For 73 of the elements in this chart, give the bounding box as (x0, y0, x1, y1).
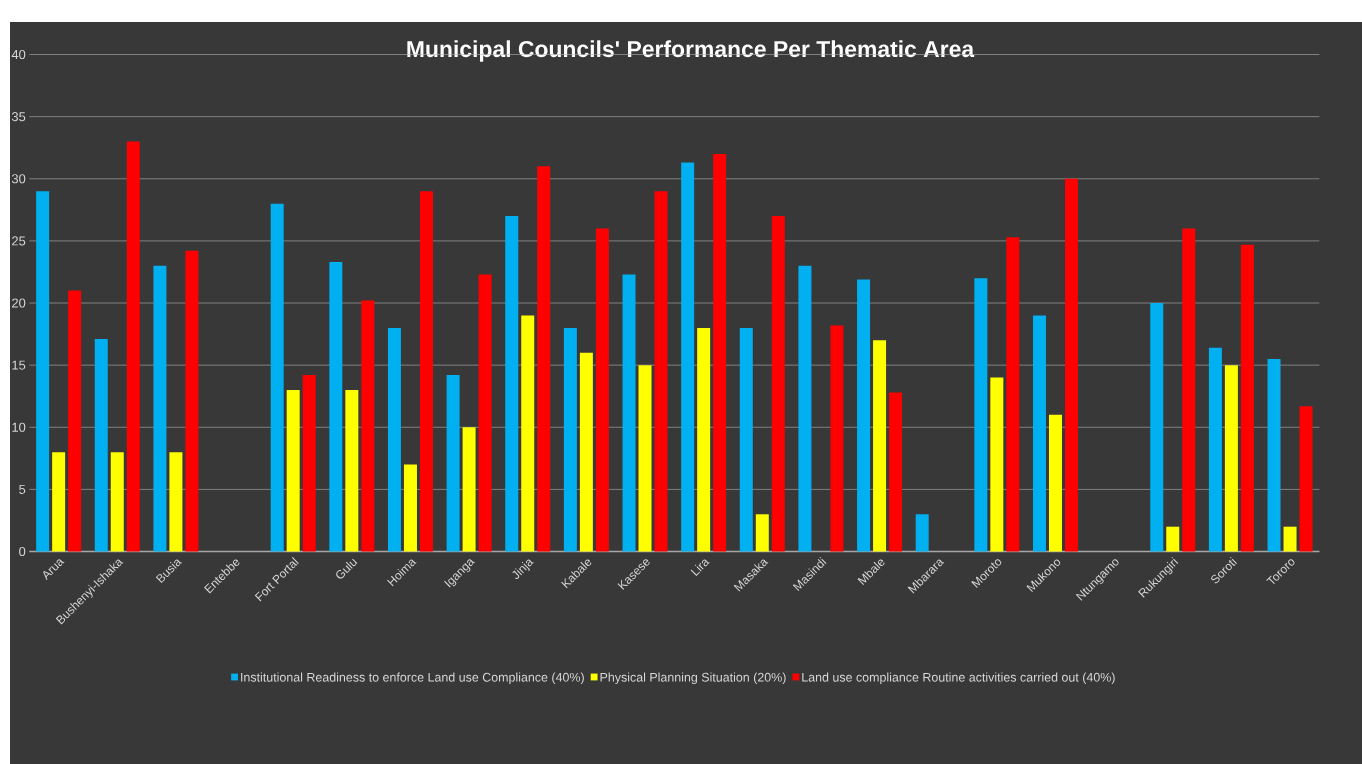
bar (361, 300, 375, 552)
y-tick-label: 5 (19, 484, 26, 494)
bar (537, 166, 551, 552)
y-tick-label: 10 (12, 422, 26, 432)
bar (1150, 303, 1164, 552)
bar (1299, 406, 1313, 552)
bar (755, 514, 769, 552)
bar (595, 228, 609, 552)
bar (1032, 315, 1046, 552)
bar (739, 327, 753, 552)
bar (990, 377, 1004, 552)
bar (286, 390, 300, 552)
bar (1166, 526, 1180, 552)
bar (579, 352, 593, 552)
bar (185, 250, 199, 552)
bar (462, 427, 476, 552)
x-tick-label: Lira (690, 559, 710, 577)
bar (126, 141, 140, 552)
bar (345, 390, 359, 552)
bar (1064, 178, 1078, 552)
bar (974, 278, 988, 552)
x-tick-label: Gulu (336, 558, 358, 579)
bar (1048, 414, 1062, 552)
bar (873, 340, 887, 552)
bar (1283, 526, 1297, 552)
bar (681, 162, 695, 552)
bar (52, 452, 66, 552)
bar (270, 203, 284, 552)
bar (1006, 237, 1020, 552)
bar (419, 191, 433, 552)
legend-label: Physical Planning Situation (20%) (600, 672, 786, 685)
bar (94, 339, 108, 552)
bar (638, 365, 652, 552)
bar (110, 452, 124, 552)
bar (403, 464, 417, 552)
bar (446, 375, 460, 552)
bar (889, 392, 903, 552)
bar (713, 153, 727, 552)
bar (1267, 358, 1281, 552)
bar (1182, 228, 1196, 552)
bar (857, 279, 871, 552)
legend-label: Institutional Readiness to enforce Land use Compliance (40%) (241, 672, 584, 685)
bar (1224, 365, 1238, 552)
y-tick-label: 0 (19, 546, 26, 557)
bar (302, 375, 316, 552)
bar (622, 274, 636, 552)
bar (697, 327, 711, 552)
bar (915, 514, 929, 552)
bar (153, 265, 167, 552)
bar (1240, 244, 1254, 552)
bar (387, 327, 401, 552)
y-tick-label: 15 (12, 360, 26, 370)
bar (505, 216, 519, 552)
bar (798, 265, 812, 552)
chart-title: Municipal Councils' Performance Per Thematic Area (407, 40, 975, 62)
bar (563, 327, 577, 552)
y-tick-label: 40 (11, 49, 26, 60)
bar (478, 274, 492, 552)
x-tick-label: Jinja (512, 559, 534, 580)
y-tick-label: 20 (12, 298, 26, 308)
legend-label: Land use compliance Routine activities carried out (40%) (802, 672, 1115, 685)
bar (329, 262, 343, 552)
bar (169, 452, 183, 552)
bar (521, 315, 535, 552)
bar (830, 325, 844, 552)
y-tick-label: 35 (11, 112, 26, 122)
bar (1208, 347, 1222, 552)
bar (771, 216, 785, 552)
bar (654, 191, 668, 552)
bar (36, 191, 50, 552)
y-tick-label: 25 (12, 236, 26, 246)
bar (68, 290, 82, 552)
y-tick-label: 30 (11, 174, 26, 184)
